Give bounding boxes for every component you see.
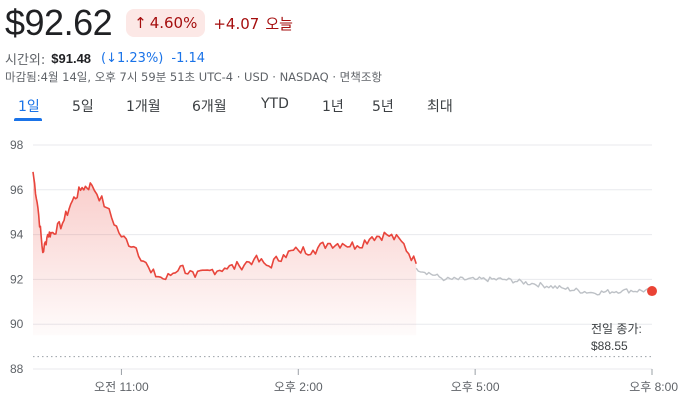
after-hours-line: [415, 267, 653, 296]
y-tick-label: 94: [10, 228, 24, 242]
tab-3[interactable]: 6개월: [192, 99, 227, 115]
after-hours-price: $91.48: [51, 51, 92, 66]
tab-4[interactable]: YTD: [261, 96, 289, 112]
x-tick-label: 오후 5:00: [451, 380, 500, 394]
change-percent-badge: ↑ 4.60%: [126, 9, 206, 37]
after-hours-label: 시간외:: [5, 53, 46, 68]
tab-7[interactable]: 최대: [427, 99, 453, 115]
x-tick-label: 오후 2:00: [274, 380, 323, 394]
y-tick-label: 98: [10, 138, 24, 152]
x-tick-label: 오전 11:00: [94, 380, 149, 394]
after-hours-delta: -1.14: [171, 51, 206, 66]
regular-session-line: [32, 171, 417, 281]
tab-0[interactable]: 1일: [18, 99, 40, 115]
y-tick-label: 88: [10, 362, 24, 376]
tab-2[interactable]: 1개월: [126, 99, 161, 115]
today-label: 오늘: [265, 14, 293, 33]
active-tab-indicator: [14, 118, 42, 121]
market-status-meta: 마감됨:4월 14일, 오후 7시 59분 51초 UTC-4 · USD · …: [5, 70, 382, 84]
quote-header: $92.62 ↑ 4.60% +4.07 오늘: [5, 2, 293, 44]
last-price-dot: [647, 286, 657, 297]
previous-close-value: $88.55: [591, 339, 628, 353]
after-hours-percent: (↓1.23%): [101, 51, 164, 66]
x-tick-label: 오후 8:00: [629, 380, 678, 394]
y-tick-label: 92: [10, 272, 24, 286]
current-price: $92.62: [5, 2, 113, 43]
tab-6[interactable]: 5년: [372, 99, 394, 115]
y-tick-label: 96: [10, 183, 24, 197]
change-amount: +4.07: [213, 14, 260, 33]
change-percent: 4.60%: [149, 14, 198, 32]
arrow-up-icon: ↑: [134, 14, 147, 32]
regular-session-area: [33, 171, 417, 336]
range-tabs: 1일 5일 1개월 6개월 YTD 1년 5년 최대: [0, 96, 685, 121]
tab-1[interactable]: 5일: [72, 99, 94, 115]
after-hours-row: 시간외: $91.48 (↓1.23%) -1.14: [5, 49, 205, 68]
y-tick-label: 90: [10, 317, 24, 331]
change-amount-group: +4.07 오늘: [213, 13, 293, 34]
previous-close-label: 전일 종가:: [591, 322, 642, 336]
tab-5[interactable]: 1년: [322, 99, 344, 115]
